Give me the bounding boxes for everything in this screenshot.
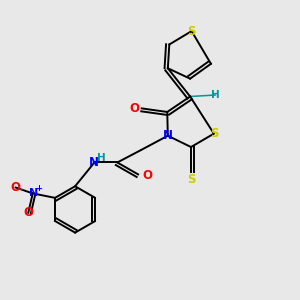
Text: H: H	[97, 153, 105, 163]
Text: N: N	[163, 129, 173, 142]
Text: O: O	[11, 181, 20, 194]
Text: S: S	[210, 127, 218, 140]
Text: +: +	[35, 184, 43, 193]
Text: H: H	[211, 90, 220, 100]
Text: O: O	[23, 206, 33, 219]
Text: N: N	[29, 188, 38, 197]
Text: O: O	[130, 102, 140, 115]
Text: S: S	[187, 173, 195, 186]
Text: N: N	[88, 156, 98, 169]
Text: O: O	[142, 169, 152, 182]
Text: S: S	[188, 25, 196, 38]
Text: ⁻: ⁻	[17, 187, 23, 197]
